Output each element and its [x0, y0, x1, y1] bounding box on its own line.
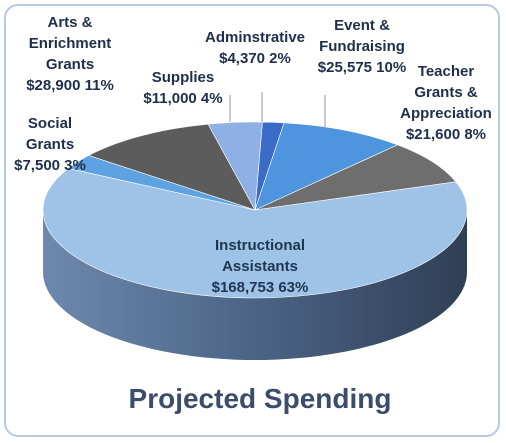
slice-label-line: Adminstrative: [205, 29, 305, 46]
pie-slice-side-3: [43, 210, 467, 360]
slice-label-line: Supplies: [152, 69, 215, 86]
slice-label-5: Arts & Enrichment Grants $28,900 11%: [26, 14, 114, 94]
pie-depth-layer: [43, 210, 467, 360]
slice-label-line: $25,575 10%: [318, 59, 406, 76]
slice-label-0: Adminstrative $4,370 2%: [205, 29, 305, 67]
chart-title: Projected Spending: [129, 383, 392, 414]
pie-slice-2: [254, 144, 457, 211]
pie-labels: Adminstrative $4,370 2% Event & Fundraising…: [14, 14, 492, 296]
slice-label-3: Instructional Assistants $168,753 63%: [212, 237, 309, 296]
slice-label-line: Enrichment: [29, 35, 112, 52]
slice-label-line: Grants: [26, 136, 74, 153]
slice-label-line: Appreciation: [400, 105, 492, 122]
slice-label-6: Supplies $11,000 4%: [143, 69, 222, 107]
slice-label-line: Social: [28, 115, 72, 132]
slice-label-line: $7,500 3%: [14, 157, 86, 174]
slice-label-line: Teacher: [418, 63, 475, 80]
slice-label-line: Grants &: [414, 84, 478, 101]
slice-label-line: Instructional: [215, 237, 305, 254]
slice-label-line: $21,600 8%: [406, 126, 486, 143]
slice-label-line: $11,000 4%: [143, 90, 222, 107]
slice-label-line: $168,753 63%: [212, 279, 309, 296]
slice-label-line: $4,370 2%: [219, 50, 291, 67]
pie-slice-6: [207, 121, 263, 212]
pie-slice-3: [42, 168, 468, 299]
pie-top-layer: [42, 121, 468, 299]
slice-label-line: $28,900 11%: [26, 77, 114, 94]
pie-slice-1: [254, 122, 399, 211]
slice-label-1: Event & Fundraising $25,575 10%: [318, 17, 406, 76]
slice-label-line: Event &: [334, 17, 390, 34]
slice-label-line: Assistants: [222, 258, 298, 275]
slice-label-line: Grants: [46, 56, 94, 73]
slice-label-4: Social Grants $7,500 3%: [14, 115, 86, 174]
slice-label-line: Fundraising: [319, 38, 405, 55]
pie-slice-5: [87, 123, 256, 211]
slice-label-line: Arts &: [47, 14, 92, 31]
slice-label-2: Teacher Grants & Appreciation $21,600 8%: [400, 63, 492, 143]
